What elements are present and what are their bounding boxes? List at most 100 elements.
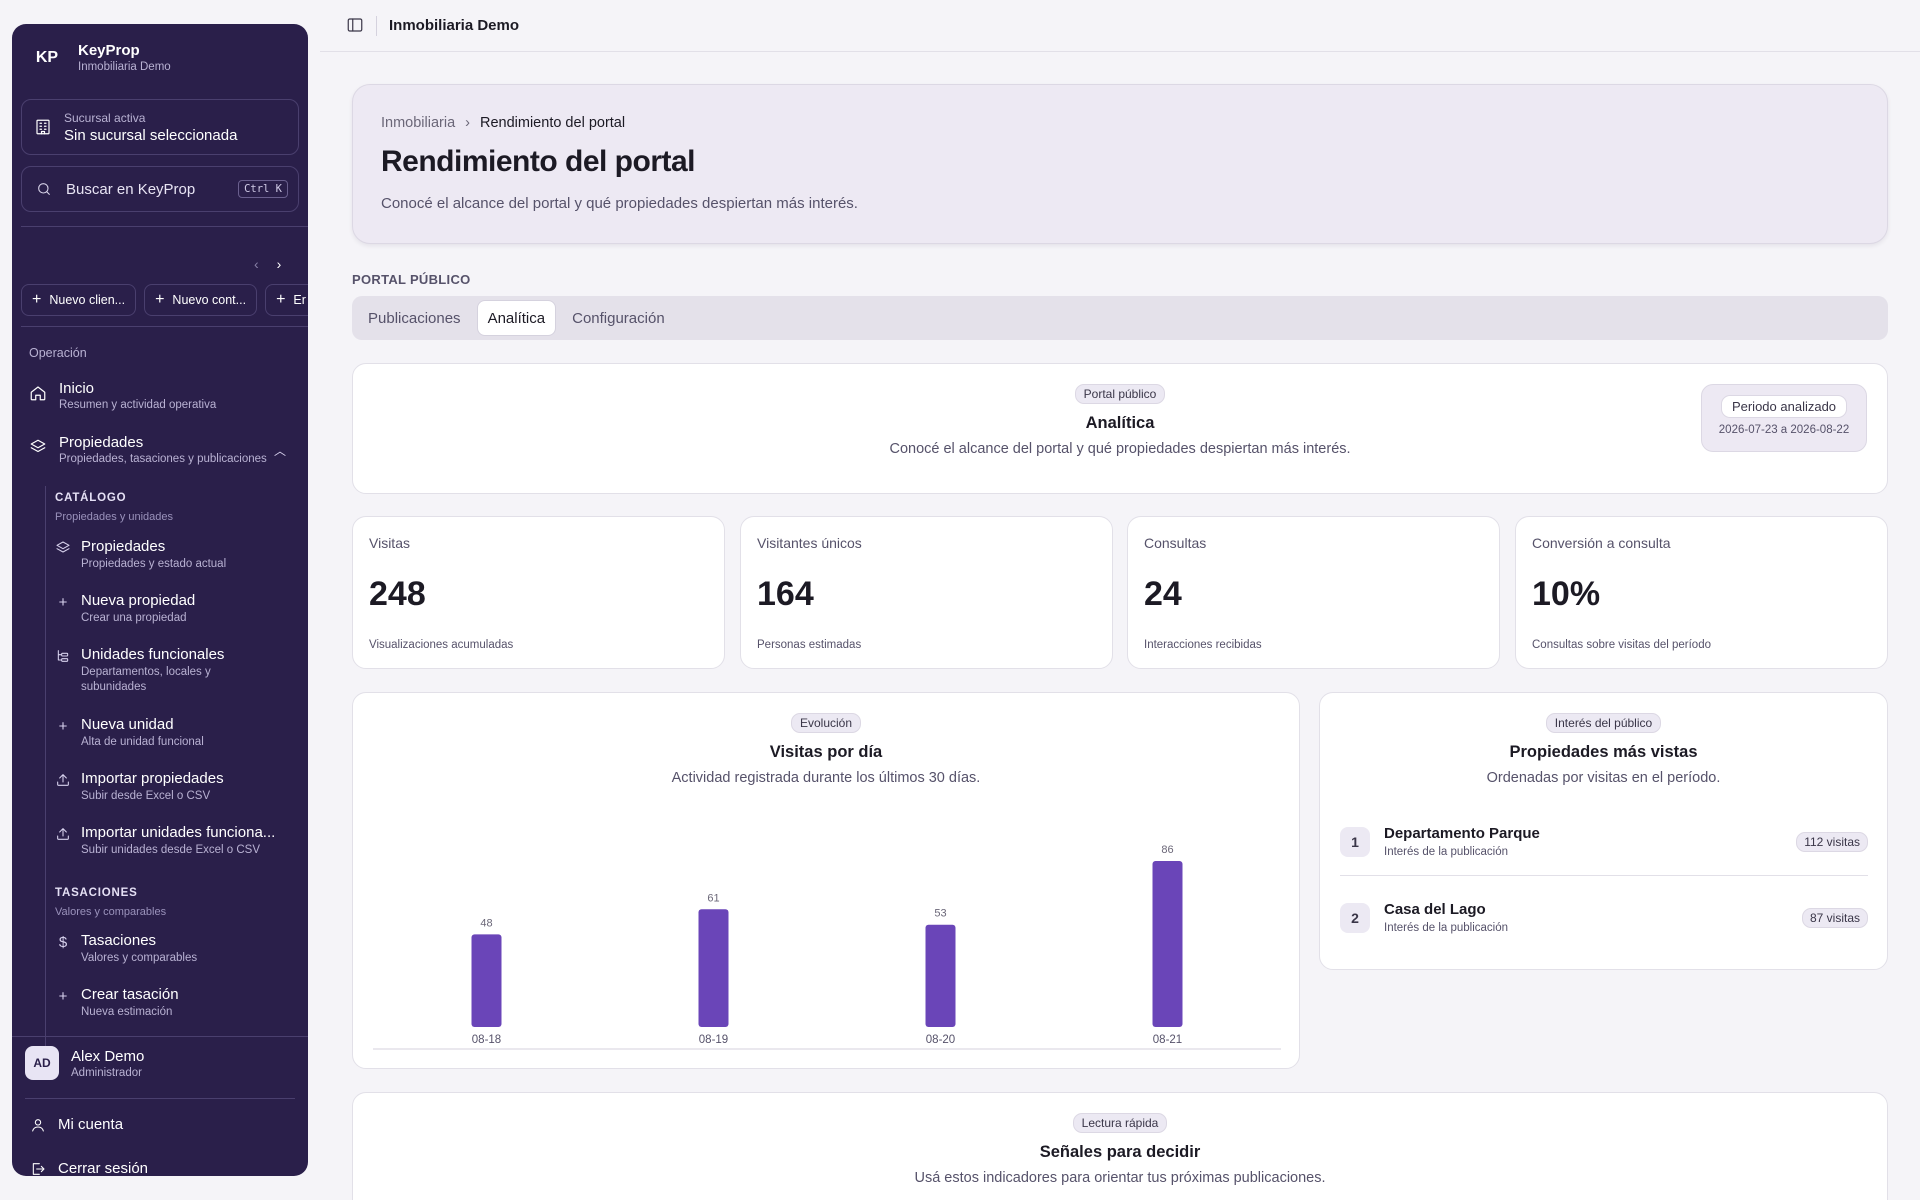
branch-selector[interactable]: Sucursal activa Sin sucursal seleccionad…: [21, 99, 299, 155]
sidebar-item-unidades-funcionales[interactable]: Unidades funcionales Departamentos, local…: [55, 646, 241, 695]
sidebar-item-propiedades[interactable]: Propiedades Propiedades, tasaciones y pu…: [29, 434, 267, 465]
chart-header: Evolución Visitas por día Actividad regi…: [353, 713, 1299, 786]
divider: [21, 326, 308, 327]
layers-icon: [56, 541, 70, 553]
search-icon: [38, 183, 50, 195]
submenu-section-sub: Valores y comparables: [55, 906, 167, 918]
property-name: Casa del Lago: [1384, 901, 1486, 918]
list-item[interactable]: 1 Departamento Parque Interés de la publ…: [1340, 825, 1868, 858]
logout-label: Cerrar sesión: [58, 1160, 149, 1176]
sidebar-item-nueva-unidad[interactable]: + Nueva unidad Alta de unidad funcional: [55, 716, 241, 750]
plus-icon: +: [276, 291, 286, 308]
tab-analitica[interactable]: Analítica: [476, 300, 557, 336]
sidebar-item-label: Propiedades: [81, 538, 166, 555]
quick-new-contact-button[interactable]: + Nuevo cont...: [144, 284, 258, 316]
section-label: PORTAL PÚBLICO: [352, 272, 471, 287]
submenu-section-sub: Propiedades y unidades: [55, 511, 174, 523]
sidebar-item-propiedades-list[interactable]: Propiedades Propiedades y estado actual: [55, 538, 241, 572]
sidebar-item-sub: Propiedades, tasaciones y publicaciones: [59, 453, 267, 465]
submenu-section-title: TASACIONES: [55, 887, 138, 899]
chevron-up-icon[interactable]: ︿: [274, 444, 287, 458]
logout-link[interactable]: Cerrar sesión: [30, 1160, 148, 1176]
sidebar-item-label: Propiedades: [59, 434, 144, 451]
quick-action-label: Nuevo clien...: [49, 293, 126, 307]
tab-publicaciones[interactable]: Publicaciones: [368, 309, 461, 327]
sidebar-item-sub: Resumen y actividad operativa: [59, 399, 217, 411]
chart-tick-label: 08-20: [926, 1034, 955, 1046]
plus-icon: +: [155, 291, 165, 308]
my-account-link[interactable]: Mi cuenta: [30, 1116, 123, 1133]
chart-title: Visitas por día: [769, 743, 883, 761]
search-placeholder: Buscar en KeyProp: [66, 180, 196, 198]
chart-data-label: 53: [934, 908, 946, 920]
tab-bar: Publicaciones Analítica Configuración: [352, 296, 1888, 340]
sidebar-item-sub: Subir unidades desde Excel o CSV: [81, 844, 260, 856]
brand-logo: KP: [35, 48, 59, 66]
tab-configuracion[interactable]: Configuración: [572, 309, 665, 327]
quick-actions: + Nuevo clien... + Nuevo cont... + Er: [21, 284, 308, 316]
sidebar-item-label: Crear tasación: [81, 986, 179, 1003]
building-icon: [36, 119, 50, 135]
chart-bar[interactable]: [698, 909, 729, 1027]
brand-subtitle: Inmobiliaria Demo: [78, 61, 171, 73]
sidebar-item-sub: Nueva estimación: [81, 1006, 173, 1018]
period-label: Periodo analizado: [1720, 395, 1848, 418]
list-item[interactable]: 2 Casa del Lago Interés de la publicació…: [1340, 901, 1868, 934]
kpi-card-conversion: Conversión a consulta 10% Consultas sobr…: [1515, 516, 1888, 669]
sidebar-item-inicio[interactable]: Inicio Resumen y actividad operativa: [29, 380, 216, 411]
chart-data-label: 61: [707, 892, 719, 904]
submenu-rail: [45, 486, 46, 1056]
chart-bar[interactable]: [925, 924, 956, 1027]
chart-tick-label: 08-18: [472, 1034, 501, 1046]
topbar: Inmobiliaria Demo: [320, 0, 1920, 52]
property-name: Departamento Parque: [1384, 825, 1540, 842]
period-range: 2026-07-23 a 2026-08-22: [1718, 424, 1850, 436]
sidebar-item-importar-propiedades[interactable]: Importar propiedades Subir desde Excel o …: [55, 770, 241, 804]
kpi-card-visitas: Visitas 248 Visualizaciones acumuladas: [352, 516, 725, 669]
kpi-label: Consultas: [1144, 535, 1207, 551]
plus-icon: +: [58, 717, 68, 735]
plus-icon: +: [32, 291, 42, 308]
chevron-left-icon[interactable]: ‹: [254, 256, 259, 272]
divider: [1340, 875, 1868, 876]
quick-new-client-button[interactable]: + Nuevo clien...: [21, 284, 137, 316]
divider: [21, 226, 308, 227]
chart-bar[interactable]: [471, 934, 502, 1027]
kpi-label: Visitantes únicos: [757, 535, 862, 551]
kpi-foot: Consultas sobre visitas del período: [1532, 639, 1711, 651]
user-role: Administrador: [71, 1066, 142, 1079]
sidebar-item-importar-unidades[interactable]: Importar unidades funciona... Subir unida…: [55, 824, 281, 858]
page-header: Inmobiliaria › Rendimiento del portal Re…: [352, 84, 1888, 244]
analytics-header-card: Portal público Analítica Conocé el alcan…: [352, 363, 1888, 494]
signals-pill: Lectura rápida: [1072, 1113, 1168, 1133]
quick-actions-scroll: ‹ ›: [254, 256, 281, 272]
chevron-right-icon[interactable]: ›: [276, 256, 282, 272]
property-sub: Interés de la publicación: [1384, 846, 1509, 858]
user-profile[interactable]: AD Alex Demo Administrador: [25, 1046, 144, 1080]
sidebar-item-label: Tasaciones: [81, 932, 157, 949]
kpi-value: 10%: [1532, 575, 1601, 613]
plus-icon: +: [58, 987, 68, 1005]
breadcrumb-link[interactable]: Inmobiliaria: [381, 115, 456, 131]
chart-bar[interactable]: [1152, 861, 1183, 1027]
sidebar-item-label: Nueva unidad: [81, 716, 174, 733]
topbar-title: Inmobiliaria Demo: [389, 17, 520, 34]
analytics-description: Conocé el alcance del portal y qué propi…: [889, 441, 1351, 457]
brand[interactable]: KP KeyProp Inmobiliaria Demo: [32, 42, 171, 73]
sidebar-item-tasaciones[interactable]: $ Tasaciones Valores y comparables: [55, 932, 241, 966]
plus-icon: +: [58, 593, 68, 611]
user-name: Alex Demo: [71, 1047, 145, 1065]
sidebar-item-sub: Departamentos, locales y subunidades: [81, 666, 211, 693]
chart-pill: Evolución: [790, 713, 862, 733]
upload-icon: [57, 828, 69, 840]
kpi-value: 248: [369, 575, 426, 613]
chart-data-label: 48: [480, 917, 492, 929]
visits-badge: 112 visitas: [1796, 831, 1868, 852]
sidebar-toggle-icon[interactable]: [346, 16, 364, 34]
kpi-value: 24: [1144, 575, 1182, 613]
sidebar-item-crear-tasacion[interactable]: + Crear tasación Nueva estimación: [55, 986, 241, 1020]
sidebar-item-nueva-propiedad[interactable]: + Nueva propiedad Crear una propiedad: [55, 592, 241, 626]
quick-action-button[interactable]: + Er: [265, 284, 308, 316]
kpi-foot: Personas estimadas: [757, 639, 862, 651]
search-input[interactable]: Buscar en KeyProp Ctrl K: [21, 166, 299, 212]
